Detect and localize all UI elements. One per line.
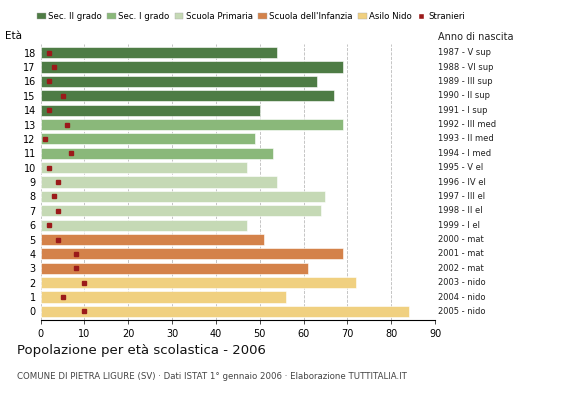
Bar — [41, 263, 308, 274]
Bar — [41, 133, 255, 144]
Text: 1993 - II med: 1993 - II med — [438, 134, 494, 143]
Legend: Sec. II grado, Sec. I grado, Scuola Primaria, Scuola dell'Infanzia, Asilo Nido, : Sec. II grado, Sec. I grado, Scuola Prim… — [37, 12, 465, 22]
Text: 1987 - V sup: 1987 - V sup — [438, 48, 491, 57]
Bar — [41, 90, 334, 101]
Text: 2003 - nido: 2003 - nido — [438, 278, 485, 287]
Bar — [41, 306, 409, 317]
Text: 1996 - IV el: 1996 - IV el — [438, 178, 486, 186]
Text: 1992 - III med: 1992 - III med — [438, 120, 496, 129]
Bar — [41, 220, 246, 231]
Bar — [41, 76, 317, 87]
Text: 2004 - nido: 2004 - nido — [438, 292, 485, 302]
Text: 2002 - mat: 2002 - mat — [438, 264, 484, 273]
Text: 1995 - V el: 1995 - V el — [438, 163, 483, 172]
Text: 2001 - mat: 2001 - mat — [438, 249, 484, 258]
Bar — [41, 148, 273, 159]
Text: 1994 - I med: 1994 - I med — [438, 149, 491, 158]
Text: 1998 - II el: 1998 - II el — [438, 206, 483, 215]
Bar — [41, 162, 246, 173]
Bar — [41, 191, 325, 202]
Text: 1989 - III sup: 1989 - III sup — [438, 77, 492, 86]
Bar — [41, 291, 286, 303]
Text: 1990 - II sup: 1990 - II sup — [438, 91, 490, 100]
Text: 1991 - I sup: 1991 - I sup — [438, 106, 487, 115]
Text: Popolazione per età scolastica - 2006: Popolazione per età scolastica - 2006 — [17, 344, 266, 357]
Text: 2000 - mat: 2000 - mat — [438, 235, 484, 244]
Bar — [41, 277, 356, 288]
Bar — [41, 104, 260, 116]
Text: 1999 - I el: 1999 - I el — [438, 221, 480, 230]
Bar — [41, 61, 343, 73]
Text: 1997 - III el: 1997 - III el — [438, 192, 485, 201]
Bar — [41, 119, 343, 130]
Text: Età: Età — [5, 31, 22, 41]
Bar — [41, 47, 277, 58]
Text: COMUNE DI PIETRA LIGURE (SV) · Dati ISTAT 1° gennaio 2006 · Elaborazione TUTTITA: COMUNE DI PIETRA LIGURE (SV) · Dati ISTA… — [17, 372, 407, 381]
Bar — [41, 248, 343, 260]
Bar — [41, 176, 277, 188]
Text: Anno di nascita: Anno di nascita — [438, 32, 513, 42]
Text: 1988 - VI sup: 1988 - VI sup — [438, 62, 494, 72]
Bar — [41, 234, 264, 245]
Bar — [41, 205, 321, 216]
Text: 2005 - nido: 2005 - nido — [438, 307, 485, 316]
